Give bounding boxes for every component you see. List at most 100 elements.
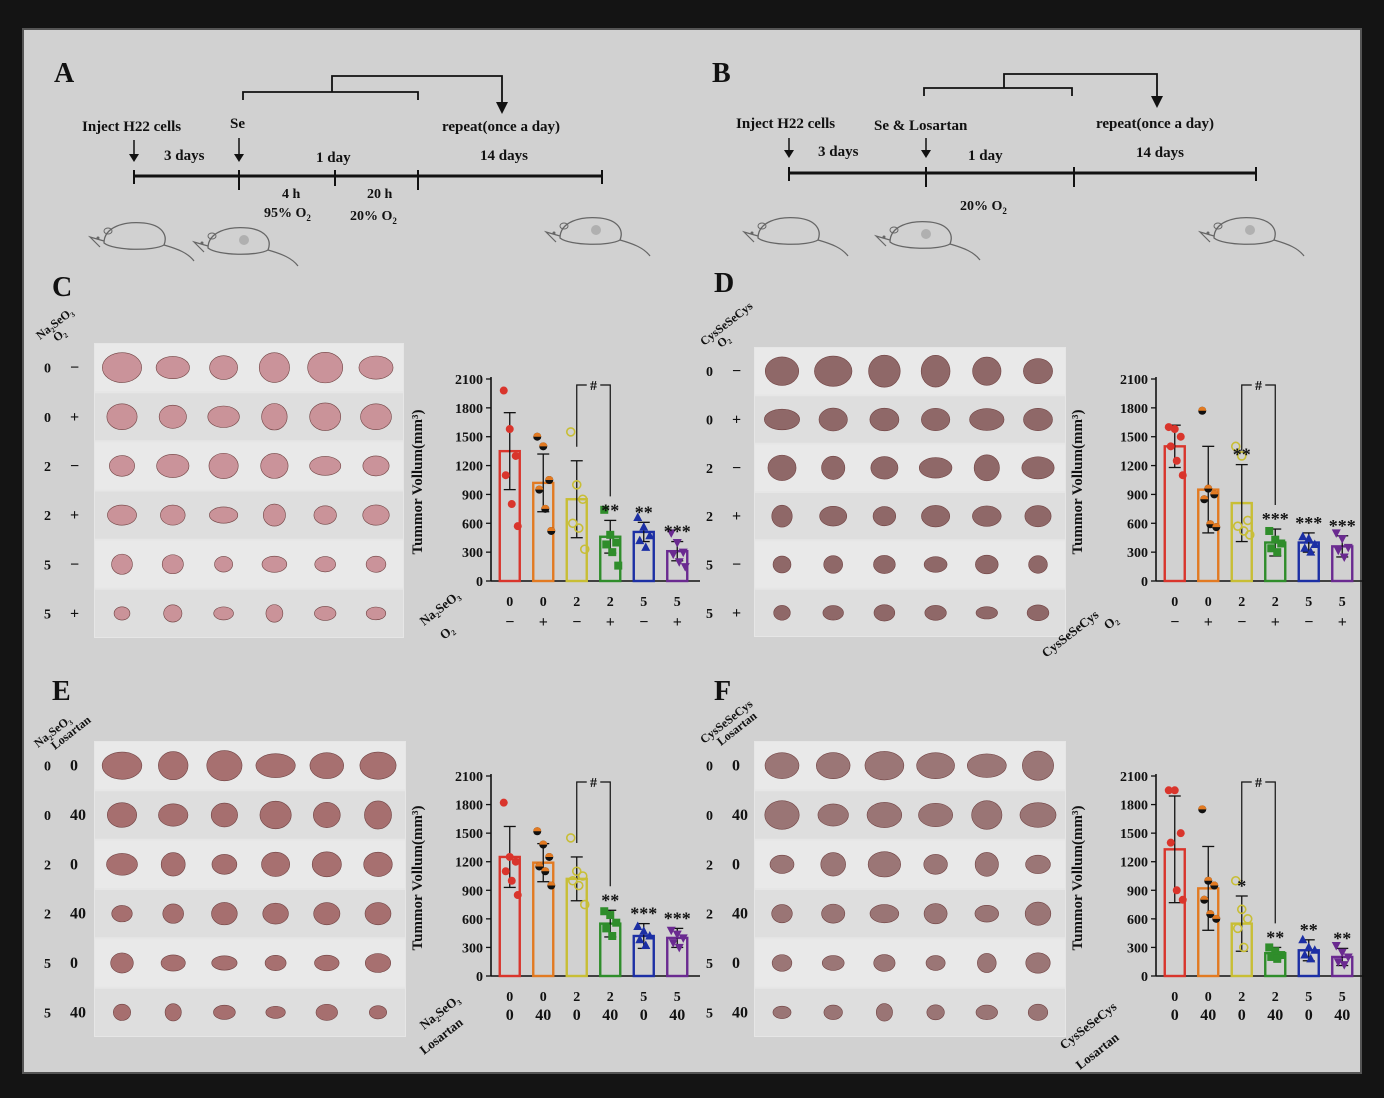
- photo-row-treatment: −: [70, 458, 79, 475]
- significance-label: ***: [1329, 516, 1356, 536]
- tumor-sample: [868, 354, 901, 388]
- data-point: [1172, 456, 1181, 465]
- significance-bracket: [1241, 781, 1276, 924]
- data-point-half: [545, 852, 554, 857]
- y-tick-label: 2100: [455, 373, 483, 388]
- tumor-sample: [364, 953, 392, 973]
- significance-label: **: [1266, 927, 1284, 947]
- photo-row-dose: 5: [706, 957, 713, 972]
- x-category-label-2: +: [1204, 614, 1213, 631]
- x-category-label-2: 40: [669, 1007, 685, 1024]
- significance-label: ***: [1295, 513, 1322, 533]
- photo-row: [95, 742, 405, 790]
- tumor-sample: [923, 854, 948, 875]
- tumor-sample: [872, 506, 897, 527]
- photo-row: [755, 939, 1065, 987]
- photo-row-dose: 2: [706, 462, 713, 477]
- x-category-label-2: 40: [535, 1007, 551, 1024]
- data-point: [606, 530, 615, 539]
- y-tick-label: 2100: [1120, 373, 1148, 388]
- photo-row-treatment: +: [732, 412, 741, 429]
- tumor-sample: [817, 803, 849, 827]
- tumor-sample: [925, 955, 946, 971]
- data-point: [1238, 942, 1249, 953]
- data-point: [1273, 548, 1282, 557]
- tumor-sample: [101, 751, 143, 780]
- data-point-half: [539, 442, 548, 447]
- panel-letter-a: A: [54, 58, 75, 89]
- data-point: [571, 480, 582, 490]
- data-point: [1277, 539, 1286, 548]
- photo-row-dose: 5: [44, 558, 51, 573]
- panel-b-timeline: B Inject H22 cells Se & Losartan repeat(…: [712, 58, 1257, 216]
- data-point-half: [1198, 805, 1207, 810]
- photo-row-treatment: 0: [732, 856, 740, 873]
- y-tick-label: 600: [1127, 913, 1148, 928]
- tumor-sample: [360, 403, 392, 430]
- tumor-sample: [106, 403, 138, 430]
- tumor-sample: [1028, 555, 1048, 574]
- y-tick-label: 300: [1127, 941, 1148, 956]
- data-point: [511, 857, 520, 866]
- data-point: [501, 471, 510, 480]
- data-point: [1306, 547, 1316, 556]
- photo-row-dose: 0: [44, 362, 51, 377]
- data-point: [608, 932, 617, 940]
- x-category-label-2: +: [606, 614, 615, 631]
- tumor-sample: [918, 457, 953, 479]
- tumor-sample: [974, 904, 999, 923]
- tumor-sample: [920, 354, 951, 388]
- tumor-sample: [261, 851, 290, 877]
- tumor-sample: [363, 851, 393, 877]
- x-category-label-1: 0: [1205, 595, 1212, 610]
- data-point: [573, 523, 584, 533]
- bar-charts: 0 300 600 900 1200 1500 1800 2100 Tummor Vollum(…: [410, 373, 1364, 1072]
- data-point: [577, 871, 588, 881]
- tumor-sample: [255, 753, 296, 778]
- y-tick-label: 600: [462, 913, 483, 928]
- x-category-label-1: 5: [1305, 990, 1312, 1005]
- photo-row-dose: 0: [44, 411, 51, 426]
- y-axis-label: Tummor Vollum(mm³): [410, 410, 426, 555]
- data-point: [1265, 526, 1274, 535]
- tumor-sample: [213, 606, 234, 621]
- photo-row: [755, 541, 1065, 588]
- y-tick-label: 1500: [455, 827, 483, 842]
- x-category-label-2: −: [1237, 614, 1246, 631]
- tumor-sample: [315, 1003, 338, 1021]
- significance-label: **: [601, 890, 619, 910]
- y-tick-label: 1200: [455, 460, 483, 475]
- tumor-sample: [816, 752, 851, 780]
- tumor-sample: [1019, 802, 1057, 828]
- x-category-label-2: +: [1338, 614, 1347, 631]
- tumor-sample: [211, 955, 238, 971]
- data-point: [1337, 948, 1347, 958]
- tumor-sample: [107, 802, 137, 828]
- tumor-sample: [866, 802, 903, 828]
- data-point: [672, 539, 682, 548]
- y-tick-label: 300: [462, 546, 483, 561]
- tumor-sample: [977, 953, 997, 973]
- data-point: [1236, 904, 1247, 915]
- tumor-sample: [1024, 505, 1052, 528]
- photo-row-dose: 2: [44, 908, 51, 923]
- tumor-sample: [314, 606, 337, 621]
- data-point: [635, 535, 645, 545]
- data-point-half: [541, 867, 550, 872]
- x-category-label-2: 0: [506, 1007, 514, 1024]
- photo-row: [755, 791, 1065, 839]
- y-axis-label: Tummor Vollum(mm³): [1070, 806, 1086, 951]
- tumor-sample: [819, 505, 848, 527]
- chart-d: 0 300 600 900 1200 1500 1800 2100 Tummor Vollum(…: [1039, 373, 1364, 660]
- data-point: [1265, 943, 1274, 952]
- tumor-sample: [1022, 750, 1054, 781]
- mouse-illustrations: [87, 216, 1305, 267]
- photo-row-treatment: +: [70, 409, 79, 426]
- figure-canvas: A Inject H22 cells Se repeat(once a day)…: [31, 58, 1364, 1072]
- x-category-label-1: 0: [1171, 595, 1178, 610]
- data-point: [1244, 530, 1255, 540]
- y-tick-label: 900: [1127, 488, 1148, 503]
